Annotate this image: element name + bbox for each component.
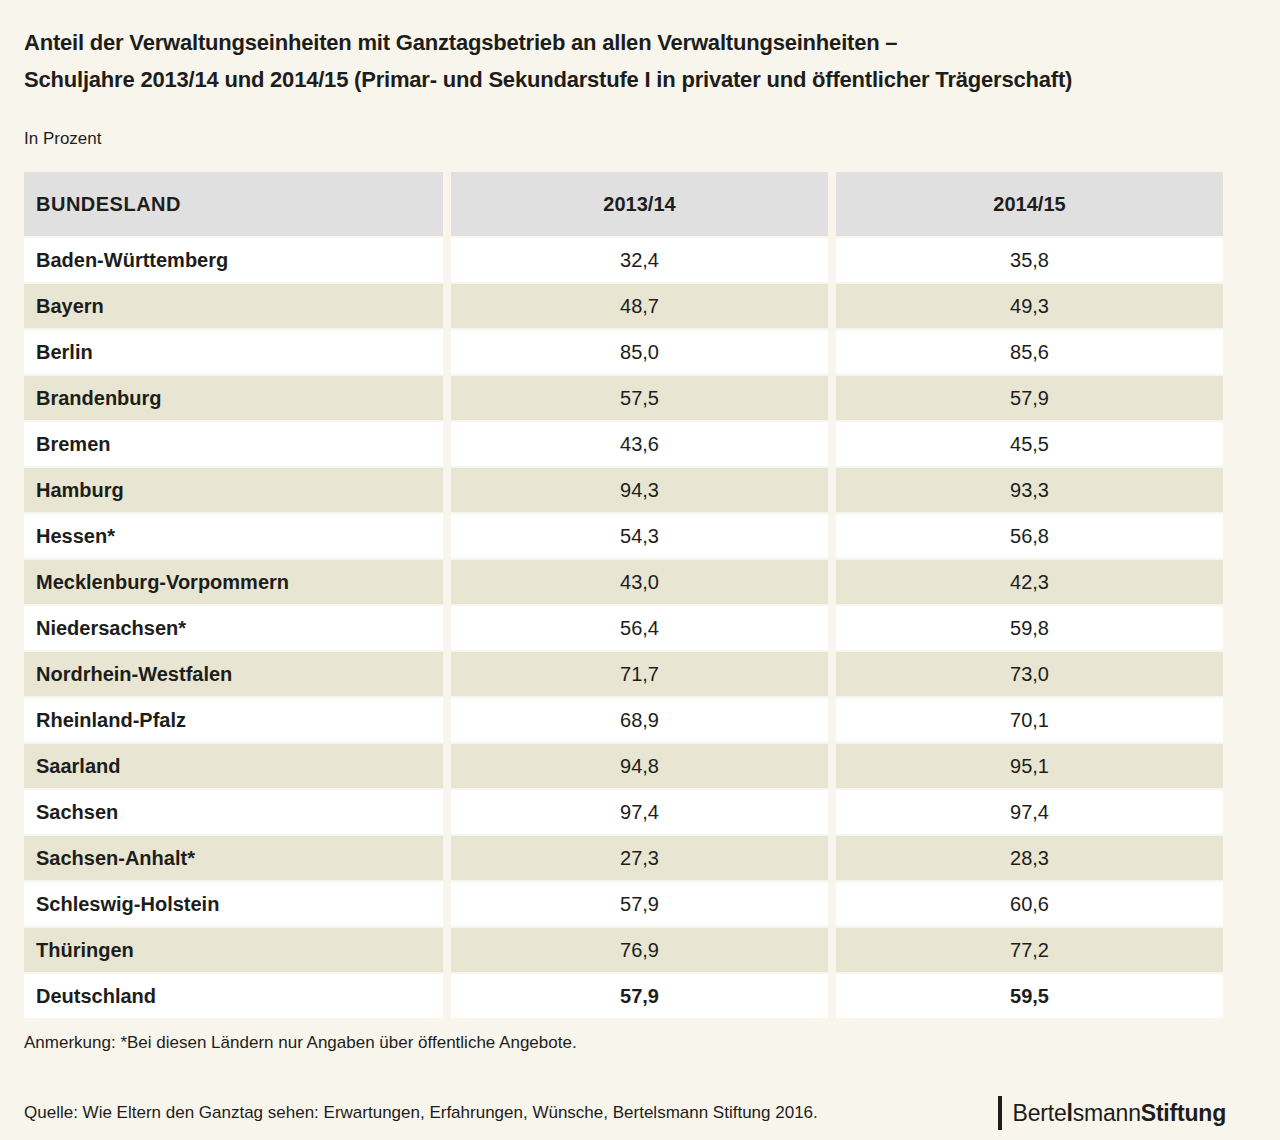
data-table: BUNDESLAND 2013/14 2014/15 Baden-Württem… [24,172,1223,1018]
footer: Quelle: Wie Eltern den Ganztag sehen: Er… [24,1096,1226,1130]
value-2014-15: 77,2 [836,928,1223,972]
value-2013-14: 54,3 [451,514,828,558]
state-name: Saarland [24,744,443,788]
logo-bar-icon [998,1096,1002,1130]
value-2014-15: 42,3 [836,560,1223,604]
value-2013-14: 27,3 [451,836,828,880]
state-name: Bayern [24,284,443,328]
value-2013-14: 94,8 [451,744,828,788]
value-2014-15: 56,8 [836,514,1223,558]
value-2014-15: 49,3 [836,284,1223,328]
value-2013-14: 57,5 [451,376,828,420]
value-2014-15: 93,3 [836,468,1223,512]
state-name: Hessen* [24,514,443,558]
value-2013-14: 71,7 [451,652,828,696]
value-2013-14: 56,4 [451,606,828,650]
state-name: Baden-Württemberg [24,238,443,282]
logo-text: BertelsmannStiftung [1013,1100,1227,1127]
source-line: Quelle: Wie Eltern den Ganztag sehen: Er… [24,1103,818,1123]
state-name: Rheinland-Pfalz [24,698,443,742]
logo-text-part3: smann [1073,1100,1141,1126]
unit-label: In Prozent [24,129,1256,149]
value-2013-14: 85,0 [451,330,828,374]
value-2013-14: 97,4 [451,790,828,834]
logo-text-part4: Stiftung [1141,1100,1226,1126]
value-2014-15: 60,6 [836,882,1223,926]
page-title-line1: Anteil der Verwaltungseinheiten mit Ganz… [24,24,1256,61]
value-2014-15: 57,9 [836,376,1223,420]
column-header-2013-14: 2013/14 [451,172,828,236]
value-2013-14: 43,6 [451,422,828,466]
footnote: Anmerkung: *Bei diesen Ländern nur Angab… [24,1033,1256,1053]
value-2014-15: 73,0 [836,652,1223,696]
state-name: Thüringen [24,928,443,972]
value-2013-14: 76,9 [451,928,828,972]
state-name: Nordrhein-Westfalen [24,652,443,696]
value-2014-15: 59,5 [836,974,1223,1018]
value-2014-15: 45,5 [836,422,1223,466]
value-2013-14: 57,9 [451,974,828,1018]
value-2014-15: 28,3 [836,836,1223,880]
value-2014-15: 59,8 [836,606,1223,650]
value-2014-15: 95,1 [836,744,1223,788]
value-2013-14: 43,0 [451,560,828,604]
state-name: Sachsen-Anhalt* [24,836,443,880]
state-name: Hamburg [24,468,443,512]
state-name: Niedersachsen* [24,606,443,650]
page-title: Anteil der Verwaltungseinheiten mit Ganz… [24,24,1256,98]
state-name: Mecklenburg-Vorpommern [24,560,443,604]
value-2013-14: 32,4 [451,238,828,282]
value-2013-14: 94,3 [451,468,828,512]
state-name: Brandenburg [24,376,443,420]
logo-text-part1: Berte [1013,1100,1067,1126]
page: Anteil der Verwaltungseinheiten mit Ganz… [0,0,1280,1130]
value-2014-15: 97,4 [836,790,1223,834]
state-name: Sachsen [24,790,443,834]
state-name: Bremen [24,422,443,466]
value-2013-14: 68,9 [451,698,828,742]
page-title-line2: Schuljahre 2013/14 und 2014/15 (Primar- … [24,61,1256,98]
state-name: Schleswig-Holstein [24,882,443,926]
state-name: Berlin [24,330,443,374]
value-2013-14: 57,9 [451,882,828,926]
column-header-bundesland: BUNDESLAND [24,172,443,236]
column-header-2014-15: 2014/15 [836,172,1223,236]
value-2013-14: 48,7 [451,284,828,328]
value-2014-15: 85,6 [836,330,1223,374]
bertelsmann-stiftung-logo: BertelsmannStiftung [998,1096,1227,1130]
value-2014-15: 70,1 [836,698,1223,742]
state-name: Deutschland [24,974,443,1018]
value-2014-15: 35,8 [836,238,1223,282]
